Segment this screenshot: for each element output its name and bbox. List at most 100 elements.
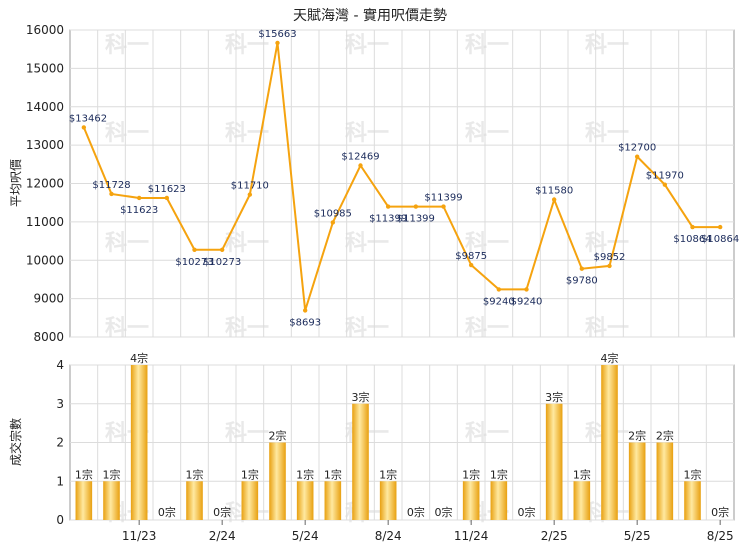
watermark-text: 科一 [465,231,509,256]
price-point [717,224,723,230]
volume-y-tick-label: 1 [56,474,64,488]
volume-data-label: 0宗 [158,505,176,519]
x-tick-label: 8/25 [707,529,734,543]
volume-data-label: 0宗 [213,505,231,519]
watermark-text: 科一 [225,421,269,446]
volume-bar [103,481,120,520]
volume-bar [573,481,591,520]
volume-data-label: 1宗 [379,467,397,481]
price-data-label: $12469 [341,152,379,163]
watermark-text: 科一 [105,231,149,256]
price-y-tick-label: 14000 [26,100,64,114]
volume-data-label: 2宗 [628,429,646,443]
volume-data-label: 0宗 [711,505,729,519]
price-y-tick-label: 15000 [26,61,64,75]
price-data-label: $11580 [535,186,573,197]
chart-title: 天賦海灣 - 實用呎價走勢 [293,7,447,24]
volume-data-label: 1宗 [186,467,204,481]
volume-data-label: 0宗 [518,505,536,519]
price-y-tick-label: 9000 [33,292,64,306]
price-point [247,192,253,197]
price-point [81,125,87,130]
price-data-label: $12700 [618,143,656,154]
volume-bar [75,481,93,520]
volume-bar [490,481,508,520]
price-point [690,224,695,230]
price-line [82,42,721,311]
x-tick-label: 8/24 [375,529,402,543]
volume-data-label: 1宗 [684,467,702,481]
price-data-label: $11970 [646,171,684,182]
price-data-label: $10864 [701,234,739,245]
price-data-label: $9240 [483,296,515,307]
volume-data-labels: 1宗 1宗 4宗 0宗 1宗 0宗 1宗 2宗 1宗 1宗 3宗 1宗 0宗 0宗 1宗 1宗 0宗 3宗 1宗 4宗… [75,351,729,519]
volume-data-label: 1宗 [573,467,591,481]
price-data-label: $10864 [673,234,711,245]
volume-bar [628,442,646,520]
volume-data-label: 1宗 [241,467,259,481]
price-point [302,308,308,313]
x-axis: 11/23 2/24 5/24 8/24 11/24 2/25 5/25 8/25 [122,520,734,543]
volume-bar-series [75,365,701,520]
volume-bar [296,481,314,520]
price-data-labels: $13462 $11728 $11623 $11623 $10273$10273 $117… [69,29,739,328]
volume-data-label: 1宗 [324,467,342,481]
watermark-text: 科一 [105,121,149,146]
volume-data-label: 0宗 [407,505,425,519]
price-y-tick-label: 11000 [26,215,64,229]
volume-grid [70,364,734,521]
volume-bar [545,403,563,520]
volume-bar [186,481,203,520]
volume-bar [601,365,618,520]
volume-y-tick-label: 3 [56,397,64,411]
volume-bar [352,403,369,520]
price-point [468,262,474,268]
volume-bar [241,481,259,520]
price-point [607,263,612,269]
volume-data-label: 2宗 [656,429,674,443]
price-data-label: $10273 [175,257,213,268]
price-point [275,40,280,46]
volume-y-tick-label: 2 [56,436,64,450]
volume-y-tick-label: 4 [56,358,64,372]
price-y-tick-label: 13000 [26,138,64,152]
watermark-text: 科一 [345,33,389,58]
price-point [385,204,391,209]
price-data-label: $11399 [424,193,462,204]
volume-data-label: 0宗 [435,505,453,519]
price-point [551,197,557,202]
price-y-axis-title: 平均呎價 [9,159,23,207]
price-data-label: $11623 [148,184,186,195]
watermark-text: 科一 [585,121,629,146]
volume-data-label: 4宗 [130,351,148,365]
volume-bar [324,481,342,520]
volume-bar [269,442,286,520]
price-y-tick-label: 10000 [26,253,64,267]
volume-bar [462,481,480,520]
volume-data-label: 1宗 [75,467,93,481]
price-point [496,287,502,292]
price-point [136,195,142,201]
price-point [579,266,585,271]
x-tick-label: 5/24 [292,529,319,543]
price-data-label: $10985 [314,208,352,219]
price-data-label: $9780 [566,276,598,287]
watermark-text: 科一 [345,121,389,146]
watermark-text: 科一 [105,33,149,58]
price-y-tick-label: 16000 [26,23,64,37]
volume-data-label: 1宗 [462,467,480,481]
price-point [413,204,419,209]
price-point [441,204,446,209]
volume-bar [379,481,397,520]
watermark-text: 科一 [225,231,269,256]
price-data-label: $11710 [231,181,269,192]
watermark-text: 科一 [225,33,269,58]
watermark-text: 科一 [465,121,509,146]
x-tick-label: 11/24 [454,529,489,543]
volume-y-tick-label: 0 [56,513,64,527]
price-point [192,247,197,252]
volume-bar [656,442,674,520]
price-data-label: $10273 [203,257,241,268]
price-y-tick-label: 8000 [33,330,64,344]
price-y-axis: 8000 9000 10000 11000 12000 13000 14000 15000 16… [26,23,64,344]
